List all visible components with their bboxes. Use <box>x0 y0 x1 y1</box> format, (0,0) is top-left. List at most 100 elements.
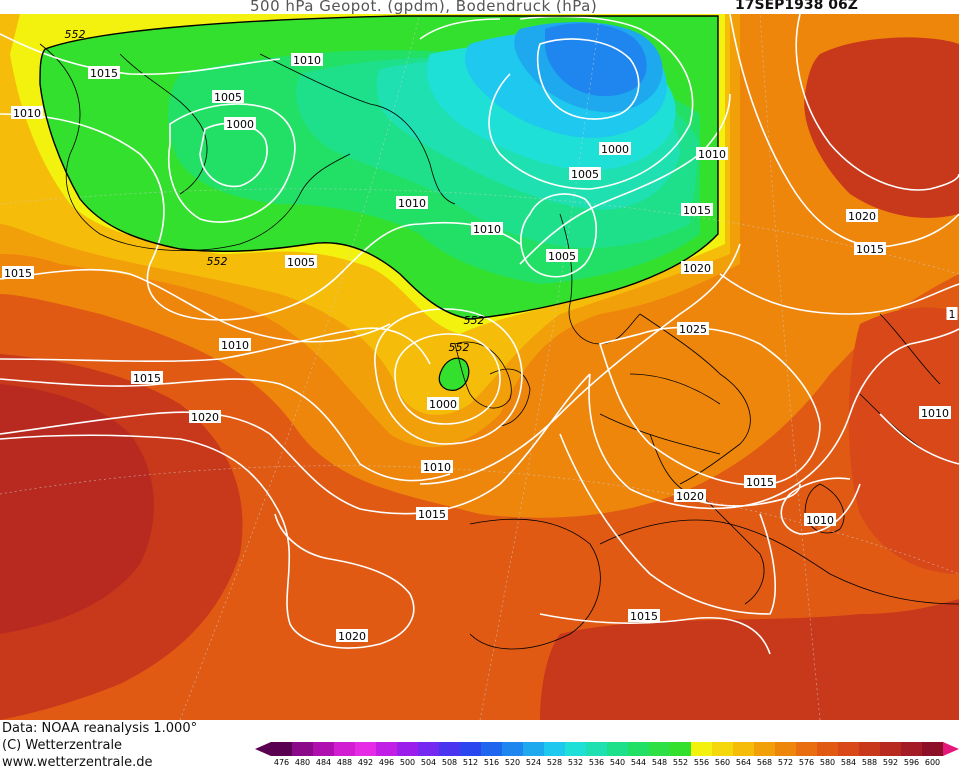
isobar-label: 1020 <box>674 489 706 503</box>
colorbar-level-label: 496 <box>378 758 395 767</box>
isobar-label-bg <box>471 222 503 235</box>
isobar-label: 1020 <box>846 209 878 223</box>
colorbar-swatch <box>712 742 734 756</box>
geopotential-552-low-contour <box>438 357 470 391</box>
colorbar-swatch <box>313 742 335 756</box>
isobar-label: 1010 <box>919 406 951 420</box>
colorbar-swatch <box>544 742 566 756</box>
isobar-label-bg <box>427 397 459 410</box>
colorbar-level-label: 516 <box>483 758 500 767</box>
colorbar-swatch <box>355 742 377 756</box>
colorbar-level-label: 596 <box>903 758 920 767</box>
colorbar-swatch <box>607 742 629 756</box>
isobar-label: 1025 <box>677 322 709 336</box>
graticule <box>0 14 959 720</box>
isobar-label-bg <box>421 460 453 473</box>
contour-label-text: 1005 <box>214 91 242 104</box>
colorbar <box>255 742 959 756</box>
contour-label-text: 1020 <box>848 210 876 223</box>
contour-label-text: 1000 <box>226 118 254 131</box>
colorbar-arrow-right <box>943 742 959 756</box>
contour-label-text: 1015 <box>746 476 774 489</box>
isobar-label: 1015 <box>131 371 163 385</box>
contour-label-text: 552 <box>449 341 470 354</box>
isobar-label: 1005 <box>569 167 601 181</box>
data-source: Data: NOAA reanalysis 1.000° <box>2 721 198 736</box>
geopotential-label: 552 <box>207 255 228 268</box>
isobar-label-bg <box>285 255 317 268</box>
website-link[interactable]: www.wetterzentrale.de <box>2 755 153 770</box>
field-blue-2 <box>545 23 647 97</box>
isobar-label-bg <box>744 475 776 488</box>
contour-label-text: 1015 <box>90 67 118 80</box>
colorbar-swatch <box>775 742 797 756</box>
colorbar-level-label: 560 <box>714 758 731 767</box>
isobar-label: 1015 <box>681 203 713 217</box>
colorbar-level-label: 600 <box>924 758 941 767</box>
colorbar-level-label: 528 <box>546 758 563 767</box>
colorbar-swatch <box>586 742 608 756</box>
colorbar-swatch <box>271 742 293 756</box>
colorbar-swatch <box>439 742 461 756</box>
isobar-label-bg <box>88 66 120 79</box>
isobar-label-bg <box>677 322 709 335</box>
isobar-label: 1010 <box>291 53 323 67</box>
colorbar-swatch <box>628 742 650 756</box>
isobar-label: 1015 <box>88 66 120 80</box>
isobar-label-bg <box>681 261 713 274</box>
isobars <box>0 14 959 655</box>
isobar-label: 1010 <box>11 106 43 120</box>
contour-label-text: 1015 <box>4 267 32 280</box>
colorbar-level-label: 476 <box>273 758 290 767</box>
colorbar-level-label: 532 <box>567 758 584 767</box>
colorbar-swatch <box>880 742 902 756</box>
isobar-label-bg <box>189 410 221 423</box>
colorbar-level-label: 588 <box>861 758 878 767</box>
contour-label-text: 1025 <box>679 323 707 336</box>
contour-label-text: 552 <box>207 255 228 268</box>
contour-label-text: 1015 <box>856 243 884 256</box>
contour-label-text: 1015 <box>683 204 711 217</box>
colorbar-level-label: 512 <box>462 758 479 767</box>
geopotential-label: 552 <box>65 28 86 41</box>
colorbar-swatch <box>796 742 818 756</box>
colorbar-level-label: 500 <box>399 758 416 767</box>
isobar-label-bg <box>674 489 706 502</box>
contour-label-text: 1010 <box>398 197 426 210</box>
colorbar-swatch <box>460 742 482 756</box>
isobar-label-bg <box>569 167 601 180</box>
colorbar-level-label: 544 <box>630 758 647 767</box>
isobar-label: 1015 <box>744 475 776 489</box>
isobar-label: 1010 <box>804 513 836 527</box>
isobar-label: 1020 <box>189 410 221 424</box>
isobar-label: 1010 <box>471 222 503 236</box>
colorbar-swatch <box>691 742 713 756</box>
contour-label-text: 552 <box>65 28 86 41</box>
colorbar-swatch <box>817 742 839 756</box>
colorbar-swatch <box>922 742 944 756</box>
isobar-label-bg <box>219 338 251 351</box>
colorbar-swatch <box>523 742 545 756</box>
footer: Data: NOAA reanalysis 1.000° (C) Wetterz… <box>0 720 959 770</box>
colorbar-level-label: 504 <box>420 758 437 767</box>
field-low-552-ireland <box>439 358 469 391</box>
colorbar-level-label: 552 <box>672 758 689 767</box>
isobar-label: 1010 <box>696 147 728 161</box>
colorbar-level-label: 540 <box>609 758 626 767</box>
contour-label-text: 552 <box>464 314 485 327</box>
contour-label-text: 1010 <box>473 223 501 236</box>
field-red-east <box>848 307 959 574</box>
colorbar-swatch <box>502 742 524 756</box>
contour-labels: 5521015101010101005100010101000100510101… <box>2 28 958 643</box>
colorbar-level-label: 592 <box>882 758 899 767</box>
isobar-label-bg <box>224 117 256 130</box>
isobar-label: 1010 <box>219 338 251 352</box>
isobar-label: 1015 <box>628 609 660 623</box>
isobar-label-bg <box>336 629 368 642</box>
isobar-label-bg <box>212 90 244 103</box>
colorbar-swatch <box>859 742 881 756</box>
valid-datetime: 17SEP1938 06Z <box>735 0 858 13</box>
colorbar-swatch <box>565 742 587 756</box>
geopotential-label: 552 <box>464 314 485 327</box>
isobar-label: 1020 <box>681 261 713 275</box>
